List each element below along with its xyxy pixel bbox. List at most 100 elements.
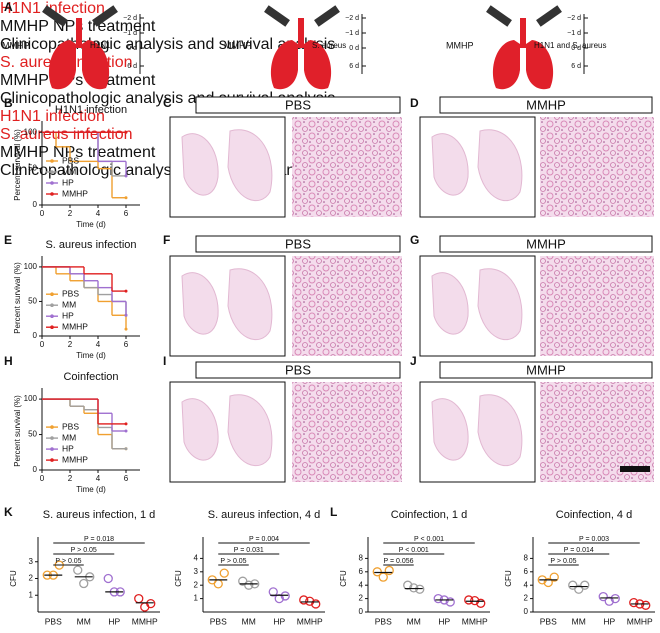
data-point <box>274 593 284 604</box>
y-tick-label: 1 <box>29 590 34 599</box>
group-label: PBS <box>285 97 311 112</box>
lung <box>82 40 110 90</box>
p-value: P = 0.014 <box>564 547 594 554</box>
chart-title: Coinfection, 1 d <box>391 509 467 521</box>
panel-letter: L <box>330 505 337 519</box>
tissue-section <box>181 133 219 196</box>
y-tick-label: 6 <box>524 567 529 576</box>
y-tick-label: 2 <box>194 580 199 589</box>
legend-marker <box>50 458 54 462</box>
tissue-section <box>477 129 523 202</box>
p-value: P = 0.031 <box>234 547 264 554</box>
tissue-section <box>477 268 523 341</box>
tissue-section <box>181 272 219 335</box>
timeline-day: −2 d <box>345 15 359 22</box>
timeline-day: 6 d <box>349 63 359 70</box>
data-point <box>476 598 486 608</box>
x-tick-label: MM <box>242 616 256 626</box>
data-point <box>134 593 144 604</box>
group-label: MMHP <box>526 97 566 112</box>
legend-label: MMHP <box>62 321 88 331</box>
data-point <box>470 595 480 606</box>
legend-marker <box>50 292 54 297</box>
legend-label: PBS <box>62 288 79 298</box>
x-axis-label: Time (d) <box>76 351 106 360</box>
p-value: P > 0.05 <box>550 558 576 565</box>
timeline-event: H1N1 infection <box>0 0 105 17</box>
y-tick-label: 50 <box>28 297 37 306</box>
y-tick-label: 2 <box>359 594 364 603</box>
trachea <box>76 18 82 48</box>
y-axis-label: Percent survival (%) <box>13 395 22 467</box>
magnified-image <box>292 256 402 356</box>
legend-label: MM <box>62 166 76 176</box>
timeline-event: MMHP NPs treatment <box>0 72 156 89</box>
y-tick-label: 0 <box>33 465 38 474</box>
survival-end <box>124 313 128 317</box>
legend-marker <box>50 303 54 308</box>
syringe <box>42 5 68 27</box>
x-tick-label: 0 <box>40 340 45 349</box>
x-tick-label: MM <box>77 616 91 626</box>
group-label: PBS <box>285 362 311 377</box>
survival-end <box>124 447 128 451</box>
y-axis-label: CFU <box>9 570 18 587</box>
x-tick-label: HP <box>108 616 120 626</box>
x-tick-label: HP <box>438 616 450 626</box>
x-tick-label: 0 <box>40 474 45 483</box>
chart-title: S. aureus infection, 1 d <box>43 509 156 521</box>
x-tick-label: 2 <box>68 474 73 483</box>
y-axis-label: CFU <box>339 570 348 587</box>
group-box <box>195 235 401 253</box>
y-tick-label: 0 <box>359 607 364 616</box>
magnified-image <box>540 256 654 356</box>
p-value: P = 0.018 <box>84 536 114 543</box>
y-tick-label: 0 <box>524 607 529 616</box>
timeline-day: −1 d <box>123 30 137 37</box>
p-value: P > 0.05 <box>71 547 97 554</box>
data-point <box>384 565 394 576</box>
x-tick-label: 4 <box>96 209 101 218</box>
x-tick-label: MM <box>572 616 586 626</box>
panel-letter: D <box>410 96 419 110</box>
survival-end <box>124 174 128 178</box>
x-tick-label: MM <box>407 616 421 626</box>
legend-marker <box>50 181 54 185</box>
schematic-label: MMHP <box>2 40 30 50</box>
y-tick-label: 3 <box>29 557 34 566</box>
lung <box>526 40 554 90</box>
magnified-image <box>292 117 402 217</box>
data-point <box>549 572 559 582</box>
tissue-section <box>477 394 523 467</box>
data-point <box>103 573 113 584</box>
data-point <box>311 599 321 609</box>
chart-title: H1N1 infection <box>55 104 127 116</box>
timeline-day: −1 d <box>567 30 581 37</box>
scale-bar <box>620 466 650 472</box>
survival-end <box>124 130 128 134</box>
y-axis-label: Percent survival (%) <box>13 129 22 201</box>
chart-title: Coinfection <box>63 371 118 383</box>
legend-label: MMHP <box>62 454 88 464</box>
tissue-section <box>181 398 219 461</box>
panel-letter: K <box>4 505 13 519</box>
legend-marker <box>50 170 54 174</box>
trachea <box>298 18 304 48</box>
y-tick-label: 8 <box>524 554 529 563</box>
survival-end <box>124 289 128 293</box>
data-point <box>641 600 651 610</box>
x-tick-label: 2 <box>68 209 73 218</box>
data-point <box>280 591 290 601</box>
panel-letter: A <box>4 0 13 14</box>
lung <box>48 40 76 90</box>
data-point <box>244 580 254 590</box>
chart-title: Coinfection, 4 d <box>556 509 632 521</box>
x-tick-label: MMHP <box>132 616 158 626</box>
x-tick-label: 2 <box>68 340 73 349</box>
timeline-day: 0 d <box>127 45 137 52</box>
panel-letter: G <box>410 233 419 247</box>
y-tick-label: 6 <box>359 567 364 576</box>
y-tick-label: 4 <box>359 580 364 589</box>
legend-marker <box>50 325 54 330</box>
legend-marker <box>50 436 54 440</box>
